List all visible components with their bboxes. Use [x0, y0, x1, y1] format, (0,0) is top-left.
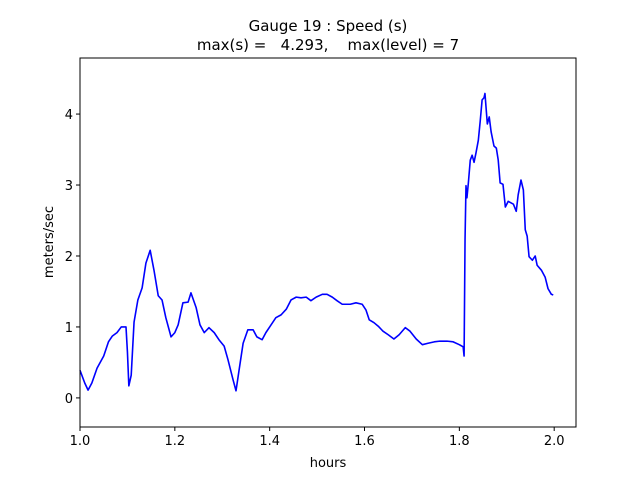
- y-tick-label: 0: [65, 392, 73, 407]
- y-tick-label: 4: [65, 108, 73, 123]
- plot-frame: [79, 57, 577, 428]
- y-tick-label: 3: [65, 179, 73, 194]
- x-tick-label: 1.4: [259, 434, 280, 449]
- y-tick-label: 1: [65, 321, 73, 336]
- data-line: [79, 92, 554, 392]
- x-tick-label: 1.2: [164, 434, 185, 449]
- x-tick-label: 1.6: [354, 434, 375, 449]
- y-axis-label: meters/sec: [42, 206, 57, 278]
- x-tick-label: 1.0: [70, 434, 91, 449]
- y-tick-label: 2: [65, 250, 73, 265]
- chart-title: Gauge 19 : Speed (s): [249, 17, 408, 35]
- chart-subtitle: max(s) = 4.293, max(level) = 7: [197, 36, 459, 54]
- x-tick-label: 1.8: [449, 434, 470, 449]
- x-axis-label: hours: [310, 456, 347, 471]
- x-tick-label: 2.0: [544, 434, 565, 449]
